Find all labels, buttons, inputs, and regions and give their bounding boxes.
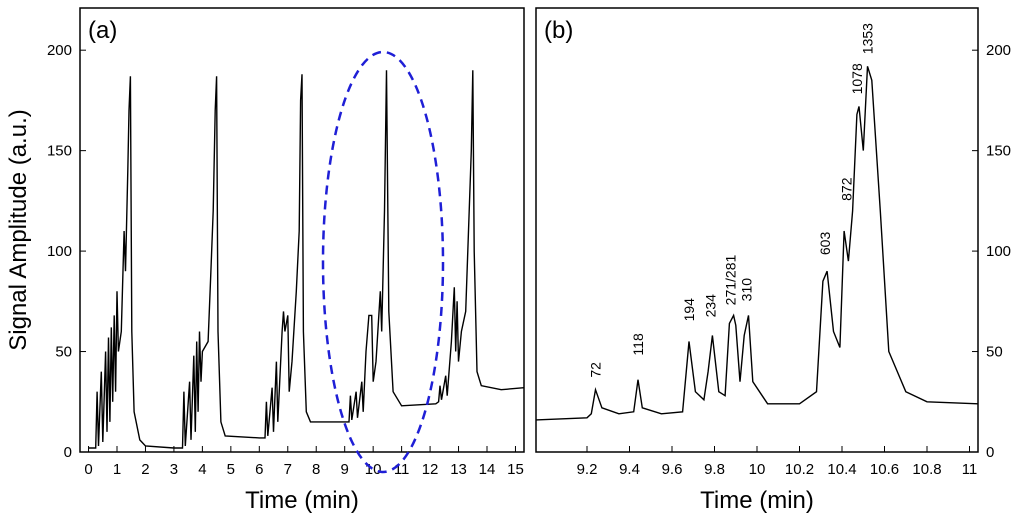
x-tick-label: 11 bbox=[394, 461, 410, 478]
y-tick-label: 200 bbox=[986, 42, 1011, 59]
peak-label: 234 bbox=[702, 294, 718, 318]
peak-label: 118 bbox=[630, 333, 646, 356]
plot-frame bbox=[535, 7, 979, 453]
x-axis-label: Time (min) bbox=[245, 487, 359, 514]
y-tick-label: 0 bbox=[64, 444, 72, 461]
x-tick-label: 15 bbox=[507, 461, 524, 478]
x-tick-label: 10.8 bbox=[912, 461, 941, 478]
x-tick-label: 4 bbox=[198, 461, 206, 478]
peak-label: 1078 bbox=[849, 63, 865, 94]
x-tick-label: 9.2 bbox=[577, 461, 598, 478]
x-axis-label: Time (min) bbox=[700, 487, 814, 514]
signal-line bbox=[88, 70, 525, 449]
y-tick-label: 200 bbox=[47, 42, 72, 59]
x-tick-label: 3 bbox=[170, 461, 178, 478]
x-tick-label: 0 bbox=[84, 461, 92, 478]
peak-label: 310 bbox=[738, 278, 754, 302]
y-tick-label: 50 bbox=[55, 344, 72, 361]
x-tick-label: 5 bbox=[227, 461, 235, 478]
y-tick-label: 100 bbox=[47, 243, 72, 260]
x-tick-label: 10.4 bbox=[827, 461, 856, 478]
peak-label: 1353 bbox=[860, 23, 876, 54]
panel-label: (a) bbox=[88, 17, 117, 44]
x-tick-label: 9 bbox=[341, 461, 349, 478]
peak-label: 271/281 bbox=[722, 255, 738, 306]
x-tick-label: 2 bbox=[141, 461, 149, 478]
y-tick-label: 0 bbox=[986, 444, 994, 461]
x-tick-label: 11 bbox=[962, 461, 978, 478]
x-tick-label: 10.6 bbox=[870, 461, 899, 478]
peak-label: 194 bbox=[681, 298, 697, 322]
x-tick-label: 1 bbox=[113, 461, 121, 478]
x-tick-label: 9.6 bbox=[662, 461, 683, 478]
y-tick-label: 150 bbox=[47, 143, 72, 160]
x-tick-label: 9.8 bbox=[704, 461, 725, 478]
highlight-ellipse bbox=[321, 50, 445, 474]
signal-line bbox=[535, 66, 979, 421]
x-tick-label: 12 bbox=[422, 461, 439, 478]
x-tick-label: 14 bbox=[479, 461, 496, 478]
panel-label: (b) bbox=[544, 17, 573, 44]
y-tick-label: 150 bbox=[986, 143, 1011, 160]
x-tick-label: 10.2 bbox=[785, 461, 814, 478]
peak-label: 72 bbox=[588, 362, 604, 378]
peak-label: 872 bbox=[838, 177, 854, 201]
y-tick-label: 50 bbox=[986, 344, 1003, 361]
y-tick-label: 100 bbox=[986, 243, 1011, 260]
x-tick-label: 9.4 bbox=[619, 461, 640, 478]
x-tick-label: 7 bbox=[284, 461, 292, 478]
x-tick-label: 6 bbox=[255, 461, 263, 478]
plot-frame bbox=[79, 7, 525, 453]
x-tick-label: 8 bbox=[312, 461, 320, 478]
x-tick-label: 13 bbox=[450, 461, 467, 478]
x-tick-label: 10 bbox=[749, 461, 766, 478]
peak-label: 603 bbox=[817, 232, 833, 256]
y-axis-label: Signal Amplitude (a.u.) bbox=[5, 109, 32, 350]
